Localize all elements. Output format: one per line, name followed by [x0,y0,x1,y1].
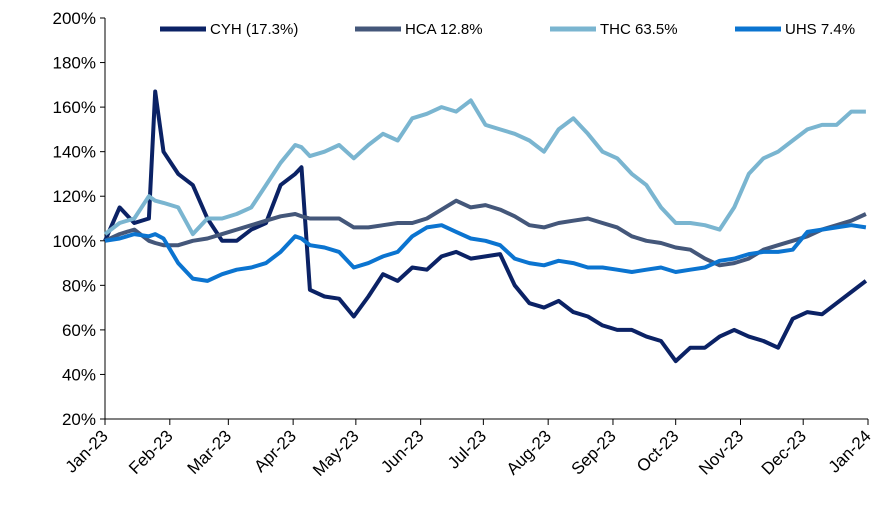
series-line [103,89,868,364]
y-tick-label: 140% [53,143,96,162]
y-tick-label: 40% [62,365,96,384]
x-tick-label: Dec-23 [758,426,810,478]
y-tick-label: 180% [53,54,96,73]
x-tick-label: Sep-23 [568,426,620,478]
legend-label: THC 63.5% [600,21,678,38]
y-tick-label: 120% [53,187,96,206]
y-tick-label: 160% [53,98,96,117]
x-tick-label: Feb-23 [125,426,177,478]
series-line [104,223,867,283]
x-tick-label: Aug-23 [503,426,555,478]
legend-label: CYH (17.3%) [210,21,298,38]
y-tick-label: 60% [62,321,96,340]
legend-label: HCA 12.8% [405,21,483,38]
legend-label: UHS 7.4% [785,21,855,38]
series-line [103,98,866,237]
x-tick-label: Oct-23 [633,426,683,476]
x-tick-label: Jul-23 [444,426,490,472]
y-tick-label: 100% [53,232,96,251]
x-tick-label: Apr-23 [250,426,300,476]
x-tick-label: Mar-23 [184,426,236,478]
y-tick-label: 200% [53,9,96,28]
x-tick-label: Jan-23 [62,426,112,476]
series-line [104,198,867,268]
y-tick-label: 20% [62,410,96,429]
x-tick-label: Jun-23 [377,426,427,476]
y-tick-label: 80% [62,276,96,295]
x-tick-label: Jan-24 [825,426,875,476]
x-tick-label: May-23 [309,426,363,480]
x-tick-label: Nov-23 [695,426,747,478]
